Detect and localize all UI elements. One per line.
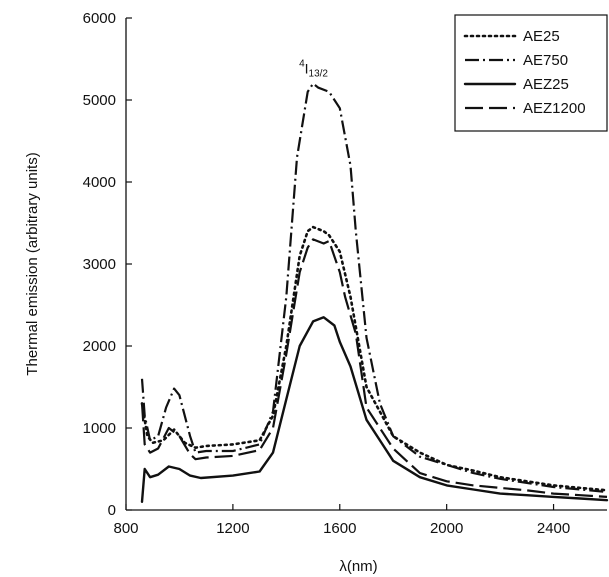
y-tick-label: 2000	[83, 338, 116, 355]
series-line-aez25	[140, 316, 609, 503]
annotation-superscript: 4	[299, 58, 305, 69]
legend-label: AEZ1200	[523, 100, 586, 117]
y-tick-label: 0	[108, 502, 116, 519]
annotation-letter: I	[305, 60, 309, 76]
x-tick-label: 800	[113, 520, 138, 537]
series-group	[140, 82, 609, 503]
y-axis-title: Thermal emission (arbitrary units)	[24, 152, 41, 375]
legend-label: AEZ25	[523, 76, 569, 93]
x-axis-title: λ(nm)	[339, 558, 377, 575]
legend-box	[454, 14, 608, 132]
legend: AE25 AE750 AEZ25 AEZ1200	[454, 14, 608, 132]
legend-label: AE25	[523, 28, 560, 45]
x-tick-label: 1200	[216, 520, 249, 537]
y-tick-label: 5000	[83, 92, 116, 109]
series-line-ae750	[140, 82, 608, 494]
legend-items: AE25 AE750 AEZ25 AEZ1200	[463, 28, 586, 117]
y-tick-label: 6000	[83, 10, 116, 27]
x-tick-label: 2400	[537, 520, 570, 537]
annotation-subscript: 13/2	[309, 68, 329, 79]
peak-annotation: 4I13/2	[299, 58, 328, 79]
ticks: 800 1200 1600 2000 2400 0 1000 2000 3000 4000 5000…	[83, 10, 571, 537]
x-tick-label: 2000	[430, 520, 463, 537]
x-tick-label: 1600	[323, 520, 356, 537]
y-tick-label: 4000	[83, 174, 116, 191]
y-tick-label: 3000	[83, 256, 116, 273]
series-line-aez1200	[140, 238, 608, 498]
y-tick-label: 1000	[83, 420, 116, 437]
legend-label: AE750	[523, 52, 568, 69]
